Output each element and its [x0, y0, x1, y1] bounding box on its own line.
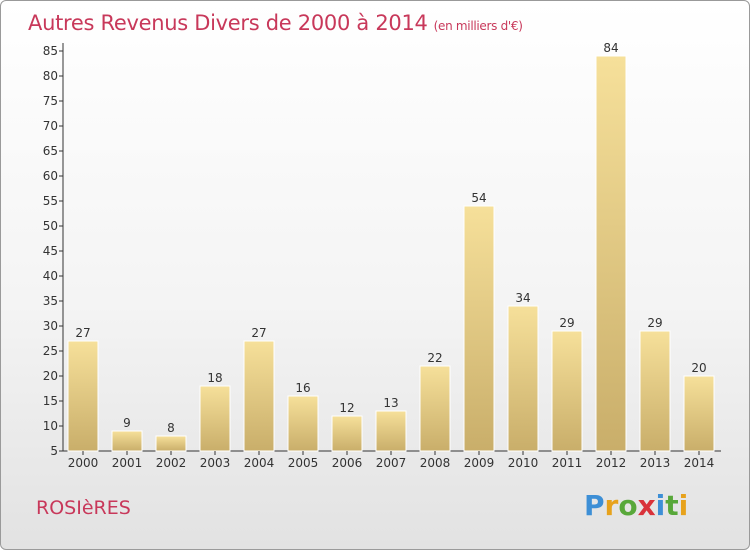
x-tick-label: 2002: [156, 456, 187, 470]
x-tick-label: 2007: [376, 456, 407, 470]
x-tick-label: 2010: [508, 456, 539, 470]
y-tick-label: 10: [43, 419, 58, 433]
commune-name: ROSIèRES: [36, 497, 131, 519]
logo-letter: i: [655, 489, 666, 522]
bar-2001: [111, 430, 143, 452]
bar-2013: [639, 330, 671, 452]
logo-letter: i: [678, 489, 689, 522]
title-unit: (en milliers d'€): [433, 19, 523, 33]
data-label: 20: [691, 361, 706, 375]
data-label: 27: [251, 326, 266, 340]
data-label: 13: [383, 396, 398, 410]
logo-letter: o: [618, 489, 638, 522]
bar-2002: [155, 435, 187, 452]
bar-2007: [375, 410, 407, 452]
y-tick-label: 35: [43, 294, 58, 308]
y-tick-label: 5: [50, 444, 58, 458]
bar-2012: [595, 55, 627, 452]
bar-2014: [683, 375, 715, 452]
data-label: 29: [647, 316, 662, 330]
x-tick-label: 2014: [684, 456, 715, 470]
x-tick-label: 2005: [288, 456, 319, 470]
x-tick-label: 2008: [420, 456, 451, 470]
y-tick-label: 60: [43, 169, 58, 183]
y-tick-label: 15: [43, 394, 58, 408]
data-label: 54: [471, 191, 486, 205]
data-label: 12: [339, 401, 354, 415]
y-tick-label: 80: [43, 69, 58, 83]
bar-2006: [331, 415, 363, 452]
data-label: 34: [515, 291, 530, 305]
x-tick-label: 2003: [200, 456, 231, 470]
data-label: 27: [75, 326, 90, 340]
x-tick-label: 2009: [464, 456, 495, 470]
data-label: 22: [427, 351, 442, 365]
y-tick-label: 50: [43, 219, 58, 233]
x-tick-label: 2000: [68, 456, 99, 470]
bar-2004: [243, 340, 275, 452]
logo-letter: t: [665, 489, 679, 522]
data-label: 9: [123, 416, 131, 430]
data-label: 84: [603, 41, 618, 55]
data-label: 16: [295, 381, 310, 395]
y-tick-label: 25: [43, 344, 58, 358]
title-text: Autres Revenus Divers de 2000 à 2014: [28, 11, 428, 35]
y-tick-label: 40: [43, 269, 58, 283]
y-tick-label: 20: [43, 369, 58, 383]
chart-title: Autres Revenus Divers de 2000 à 2014 (en …: [28, 11, 523, 35]
bar-2000: [67, 340, 99, 452]
x-tick-label: 2006: [332, 456, 363, 470]
y-tick-label: 75: [43, 94, 58, 108]
data-label: 8: [167, 421, 175, 435]
y-tick-label: 55: [43, 194, 58, 208]
bar-2009: [463, 205, 495, 452]
bar-2008: [419, 365, 451, 452]
y-tick-label: 70: [43, 119, 58, 133]
bar-2010: [507, 305, 539, 452]
y-tick-label: 30: [43, 319, 58, 333]
bar-2011: [551, 330, 583, 452]
x-tick-label: 2011: [552, 456, 583, 470]
logo-letter: x: [637, 489, 656, 522]
y-tick-label: 85: [43, 44, 58, 58]
x-tick-label: 2013: [640, 456, 671, 470]
bar-2005: [287, 395, 319, 452]
data-label: 18: [207, 371, 222, 385]
x-tick-label: 2001: [112, 456, 143, 470]
x-tick-label: 2004: [244, 456, 275, 470]
logo-letter: P: [584, 489, 605, 522]
logo-letter: r: [604, 489, 619, 522]
y-tick-label: 65: [43, 144, 58, 158]
y-tick-label: 45: [43, 244, 58, 258]
data-label: 29: [559, 316, 574, 330]
x-tick-label: 2012: [596, 456, 627, 470]
bar-2003: [199, 385, 231, 452]
proxiti-logo[interactable]: Proxiti: [584, 489, 688, 522]
